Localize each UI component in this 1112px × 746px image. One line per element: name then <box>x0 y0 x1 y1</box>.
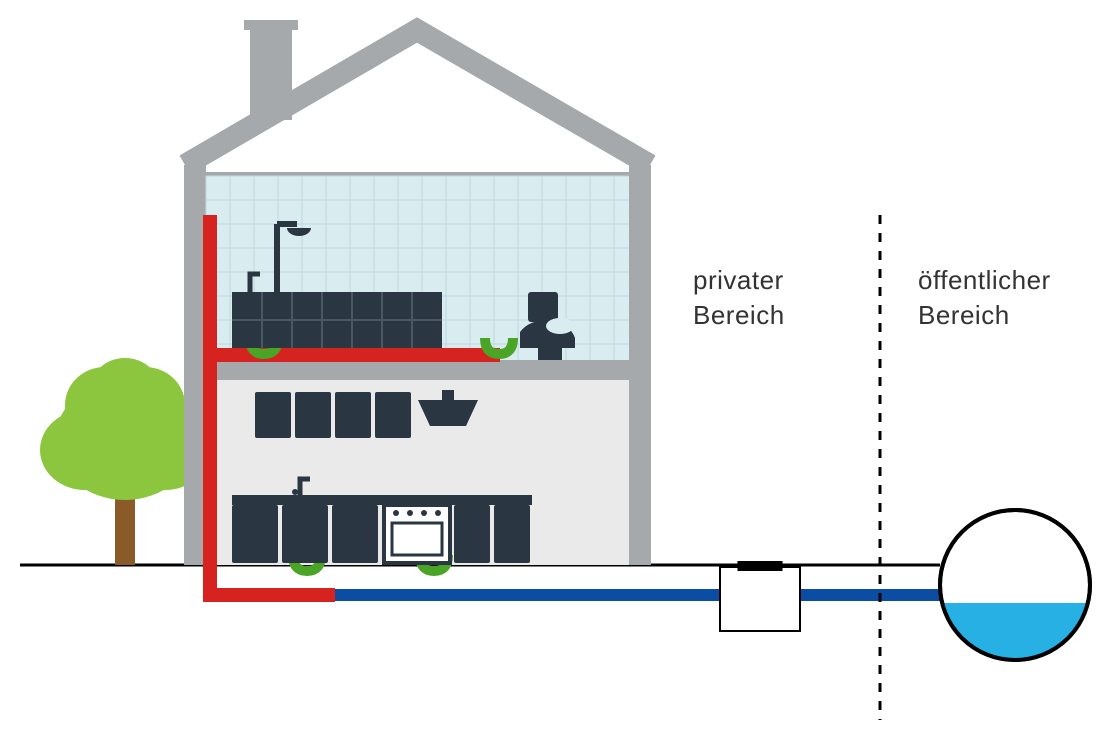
upper-cabinet <box>335 392 371 438</box>
right-wall <box>629 165 651 565</box>
lower-cabinet <box>232 505 278 563</box>
label-public-area: öffentlicher Bereich <box>918 263 1051 333</box>
lower-cabinet <box>282 505 328 563</box>
floor-slab <box>206 360 629 380</box>
sewer-water <box>942 603 1088 660</box>
lower-cabinet <box>332 505 378 563</box>
left-wall <box>184 165 206 565</box>
chimney <box>250 28 292 120</box>
toilet-base <box>538 348 562 360</box>
lower-cabinet <box>494 505 530 563</box>
upper-cabinet <box>375 392 411 438</box>
upper-cabinet <box>295 392 331 438</box>
manhole-cover <box>738 561 783 571</box>
house-sewer-diagram <box>0 0 1112 746</box>
lower-cabinet <box>454 505 490 563</box>
inspection-chamber <box>720 567 800 631</box>
toilet-tank <box>528 292 558 322</box>
tree-foliage <box>90 358 160 422</box>
label-line2: Bereich <box>693 300 785 330</box>
upper-cabinet <box>255 392 291 438</box>
label-private-area: privater Bereich <box>693 263 785 333</box>
label-line1: privater <box>693 265 784 295</box>
label-line2: Bereich <box>918 300 1010 330</box>
label-line1: öffentlicher <box>918 265 1051 295</box>
